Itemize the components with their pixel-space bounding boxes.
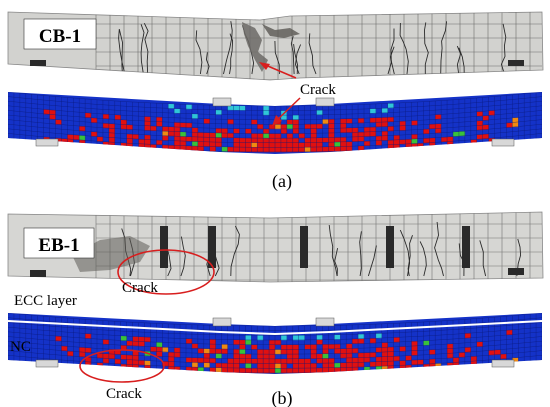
beam-photo-cb1: CB-1 [7,11,544,81]
fem-contour-cb1 [8,92,542,154]
specimen-tag-cb1 [23,18,97,50]
crack-ellipse-photo [117,249,215,295]
crack-label-photo-b: Crack [122,280,158,296]
ecc-interface-line [7,320,543,336]
crushing-zone [242,22,268,72]
support-left [35,138,59,147]
panel-a: CB-1 Crack (a) [7,11,544,192]
beam-photo-eb1: EB-1 Crack [7,211,544,296]
loading-plate-left [212,97,232,107]
fem-contour-eb1 [7,313,543,383]
specimen-label-cb1: CB-1 [39,26,81,47]
specimen-label-eb1: EB-1 [38,235,79,256]
caption-a: (a) [272,171,292,192]
ecc-layer-label: ECC layer [14,293,77,309]
crack-annotation-a: Crack [259,62,336,126]
loading-plate-right [315,97,335,107]
support-right [491,138,515,147]
crack-label-fem-b: Crack [106,386,142,402]
panel-b: EB-1 Crack ECC layer NC Crack (b) [7,211,544,407]
specimen-tag-eb1 [23,227,95,259]
caption-b: (b) [272,388,293,407]
crack-label-a: Crack [300,82,336,98]
nc-label: NC [10,339,31,355]
crack-ellipse-fem [79,349,165,383]
